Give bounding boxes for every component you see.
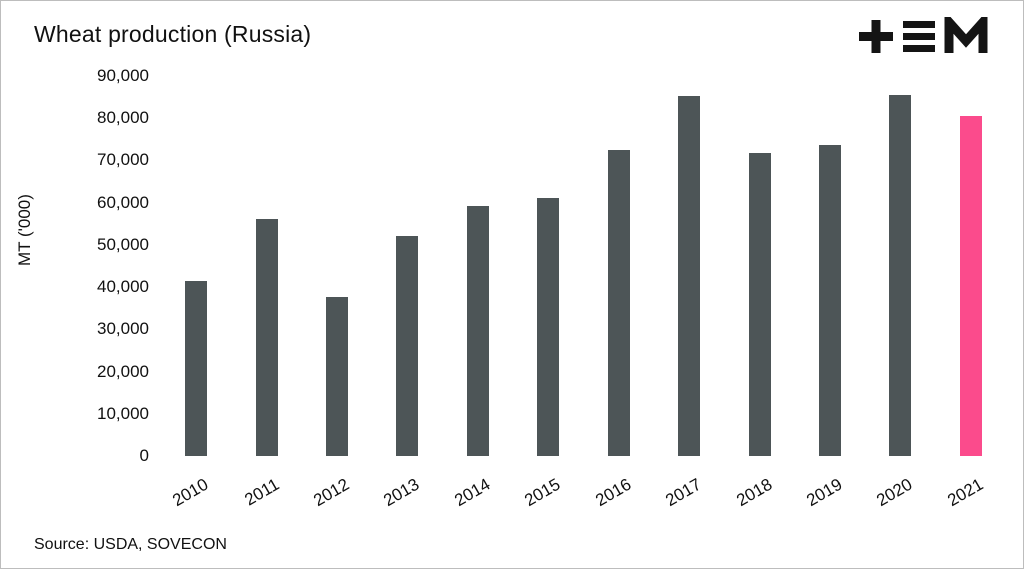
y-axis-label: MT ('000): [15, 194, 34, 266]
y-tick-0: 0: [139, 446, 149, 465]
chart-title: Wheat production (Russia): [34, 21, 312, 47]
plot-area: [161, 76, 1006, 456]
y-tick-90000: 90,000: [97, 66, 149, 85]
bar-2012: [326, 296, 349, 456]
bar-2021: [959, 115, 982, 456]
y-tick-50000: 50,000: [97, 234, 149, 254]
bar-2013: [396, 236, 419, 456]
bar-2015: [537, 198, 560, 456]
source-note: Source: USDA, SOVECON: [34, 536, 227, 553]
y-tick-70000: 70,000: [97, 150, 149, 170]
logo-bars-icon: [903, 21, 935, 52]
logo-plus-icon: [859, 20, 893, 53]
bar-2011: [255, 218, 278, 456]
y-tick-30000: 30,000: [97, 319, 149, 339]
tem-logo: [859, 17, 988, 53]
bar-2020: [889, 95, 912, 456]
bar-2010: [185, 280, 208, 456]
y-tick-20000: 20,000: [97, 361, 149, 381]
y-tick-10000: 10,000: [97, 403, 149, 423]
y-tick-60000: 60,000: [97, 192, 149, 212]
bar-2014: [466, 206, 489, 456]
logo-m-icon: [944, 17, 988, 53]
bar-2017: [678, 96, 701, 456]
bar-2018: [748, 153, 771, 456]
y-tick-80000: 80,000: [97, 108, 149, 128]
y-tick-40000: 40,000: [97, 277, 149, 297]
bar-2019: [818, 145, 841, 456]
bar-2016: [607, 149, 630, 456]
x-label-2021: 2021: [944, 474, 987, 511]
